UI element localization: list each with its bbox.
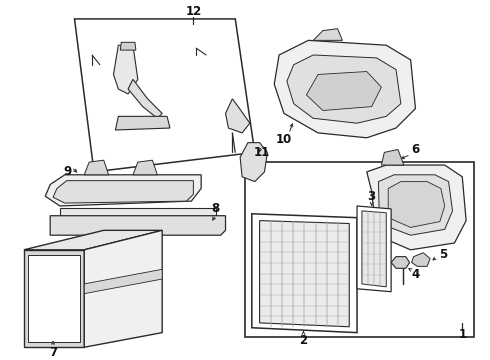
Polygon shape xyxy=(28,255,80,342)
Polygon shape xyxy=(45,175,201,206)
Polygon shape xyxy=(60,208,216,216)
Polygon shape xyxy=(128,79,162,118)
Text: 6: 6 xyxy=(412,143,419,156)
Polygon shape xyxy=(313,29,343,40)
Text: 7: 7 xyxy=(49,346,57,359)
Polygon shape xyxy=(381,149,404,165)
Text: 10: 10 xyxy=(276,133,292,146)
Polygon shape xyxy=(84,230,162,347)
Polygon shape xyxy=(84,160,109,175)
Polygon shape xyxy=(252,214,357,333)
Text: 4: 4 xyxy=(412,268,419,281)
Circle shape xyxy=(342,85,353,97)
Polygon shape xyxy=(84,269,162,294)
Polygon shape xyxy=(388,182,445,228)
Circle shape xyxy=(123,69,133,79)
Text: 8: 8 xyxy=(212,202,220,215)
Polygon shape xyxy=(391,257,410,268)
Polygon shape xyxy=(24,230,162,250)
Polygon shape xyxy=(225,99,250,133)
Polygon shape xyxy=(114,45,138,94)
Polygon shape xyxy=(133,160,157,175)
Polygon shape xyxy=(24,250,84,347)
Polygon shape xyxy=(362,211,386,287)
Polygon shape xyxy=(412,253,430,266)
Polygon shape xyxy=(74,19,255,172)
Circle shape xyxy=(92,57,102,67)
Polygon shape xyxy=(260,221,349,327)
FancyBboxPatch shape xyxy=(196,52,210,61)
Circle shape xyxy=(459,183,466,190)
Text: 5: 5 xyxy=(439,248,447,261)
Text: 11: 11 xyxy=(253,146,270,159)
Polygon shape xyxy=(121,42,136,50)
Polygon shape xyxy=(306,72,381,111)
Polygon shape xyxy=(53,181,194,203)
Polygon shape xyxy=(50,216,225,235)
Text: 2: 2 xyxy=(299,334,308,347)
Text: 9: 9 xyxy=(64,165,72,178)
Circle shape xyxy=(119,65,138,84)
Polygon shape xyxy=(378,175,452,235)
Polygon shape xyxy=(367,165,466,250)
Polygon shape xyxy=(287,55,401,123)
Circle shape xyxy=(336,79,359,103)
Circle shape xyxy=(47,298,59,309)
Circle shape xyxy=(459,222,466,229)
Text: 12: 12 xyxy=(185,5,201,18)
Text: 3: 3 xyxy=(368,190,376,203)
Polygon shape xyxy=(245,162,474,337)
Polygon shape xyxy=(274,40,416,138)
Text: 1: 1 xyxy=(458,328,466,341)
Polygon shape xyxy=(240,143,268,182)
Circle shape xyxy=(459,203,466,210)
Polygon shape xyxy=(116,116,170,130)
Polygon shape xyxy=(357,206,391,292)
